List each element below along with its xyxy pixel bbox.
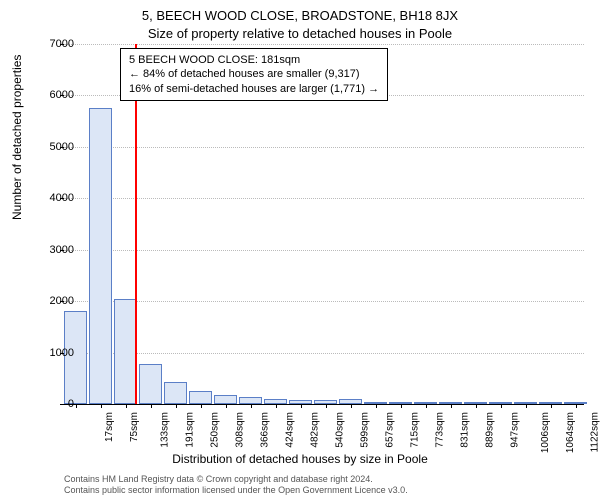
footer-line1: Contains HM Land Registry data © Crown c… bbox=[64, 474, 408, 485]
gridline bbox=[64, 44, 584, 45]
y-tick-mark bbox=[60, 44, 64, 45]
y-tick-label: 4000 bbox=[34, 192, 74, 204]
y-tick-label: 0 bbox=[34, 398, 74, 410]
x-tick-mark bbox=[76, 404, 77, 408]
bar bbox=[114, 299, 137, 404]
x-tick-mark bbox=[426, 404, 427, 408]
annotation-line3: 16% of semi-detached houses are larger (… bbox=[129, 82, 379, 96]
y-tick-mark bbox=[60, 404, 64, 405]
y-tick-mark bbox=[60, 95, 64, 96]
x-tick-label: 715sqm bbox=[409, 412, 420, 448]
y-tick-mark bbox=[60, 250, 64, 251]
x-tick-mark bbox=[576, 404, 577, 408]
chart-title-address: 5, BEECH WOOD CLOSE, BROADSTONE, BH18 8J… bbox=[0, 8, 600, 23]
chart-container: 5, BEECH WOOD CLOSE, BROADSTONE, BH18 8J… bbox=[0, 0, 600, 500]
gridline bbox=[64, 353, 584, 354]
x-tick-mark bbox=[226, 404, 227, 408]
x-tick-label: 250sqm bbox=[209, 412, 220, 448]
annotation-line1: 5 BEECH WOOD CLOSE: 181sqm bbox=[129, 53, 379, 67]
x-tick-mark bbox=[276, 404, 277, 408]
bar bbox=[164, 382, 187, 404]
y-tick-mark bbox=[60, 301, 64, 302]
x-tick-label: 1064sqm bbox=[565, 412, 576, 453]
x-tick-label: 366sqm bbox=[259, 412, 270, 448]
x-tick-mark bbox=[326, 404, 327, 408]
x-tick-mark bbox=[126, 404, 127, 408]
bar bbox=[89, 108, 112, 404]
gridline bbox=[64, 147, 584, 148]
y-axis-label: Number of detached properties bbox=[10, 55, 24, 220]
x-tick-label: 1122sqm bbox=[589, 412, 600, 452]
x-tick-label: 308sqm bbox=[234, 412, 245, 448]
x-tick-label: 482sqm bbox=[309, 412, 320, 448]
x-tick-mark bbox=[101, 404, 102, 408]
x-axis-label: Distribution of detached houses by size … bbox=[0, 452, 600, 466]
x-tick-mark bbox=[451, 404, 452, 408]
x-tick-mark bbox=[301, 404, 302, 408]
x-tick-label: 191sqm bbox=[184, 412, 195, 448]
x-tick-label: 1006sqm bbox=[540, 412, 551, 453]
y-tick-label: 1000 bbox=[34, 347, 74, 359]
y-tick-label: 2000 bbox=[34, 295, 74, 307]
bar bbox=[239, 397, 262, 404]
x-tick-mark bbox=[376, 404, 377, 408]
x-tick-mark bbox=[151, 404, 152, 408]
bar bbox=[214, 395, 237, 404]
gridline bbox=[64, 301, 584, 302]
x-tick-mark bbox=[476, 404, 477, 408]
chart-title-desc: Size of property relative to detached ho… bbox=[0, 26, 600, 41]
x-tick-mark bbox=[526, 404, 527, 408]
y-tick-label: 3000 bbox=[34, 244, 74, 256]
x-tick-mark bbox=[201, 404, 202, 408]
x-tick-label: 133sqm bbox=[159, 412, 170, 448]
x-tick-mark bbox=[401, 404, 402, 408]
y-tick-mark bbox=[60, 147, 64, 148]
annotation-line2: ← 84% of detached houses are smaller (9,… bbox=[129, 67, 379, 81]
gridline bbox=[64, 250, 584, 251]
y-tick-label: 6000 bbox=[34, 89, 74, 101]
x-tick-mark bbox=[501, 404, 502, 408]
x-tick-label: 657sqm bbox=[384, 412, 395, 448]
y-tick-label: 7000 bbox=[34, 38, 74, 50]
y-tick-label: 5000 bbox=[34, 141, 74, 153]
x-tick-label: 831sqm bbox=[459, 412, 470, 448]
annotation-box: 5 BEECH WOOD CLOSE: 181sqm ← 84% of deta… bbox=[120, 48, 388, 101]
x-tick-mark bbox=[176, 404, 177, 408]
y-tick-mark bbox=[60, 353, 64, 354]
y-tick-mark bbox=[60, 198, 64, 199]
footer-text: Contains HM Land Registry data © Crown c… bbox=[64, 474, 408, 496]
x-tick-mark bbox=[351, 404, 352, 408]
x-tick-label: 17sqm bbox=[104, 412, 115, 442]
footer-line2: Contains public sector information licen… bbox=[64, 485, 408, 496]
bar bbox=[139, 364, 162, 404]
x-tick-label: 75sqm bbox=[129, 412, 140, 442]
x-tick-label: 424sqm bbox=[284, 412, 295, 448]
x-tick-label: 773sqm bbox=[434, 412, 445, 448]
x-tick-mark bbox=[251, 404, 252, 408]
x-tick-mark bbox=[551, 404, 552, 408]
x-tick-label: 599sqm bbox=[359, 412, 370, 448]
gridline bbox=[64, 198, 584, 199]
x-tick-label: 889sqm bbox=[484, 412, 495, 448]
x-tick-label: 540sqm bbox=[334, 412, 345, 448]
x-tick-label: 947sqm bbox=[509, 412, 520, 448]
bar bbox=[189, 391, 212, 404]
